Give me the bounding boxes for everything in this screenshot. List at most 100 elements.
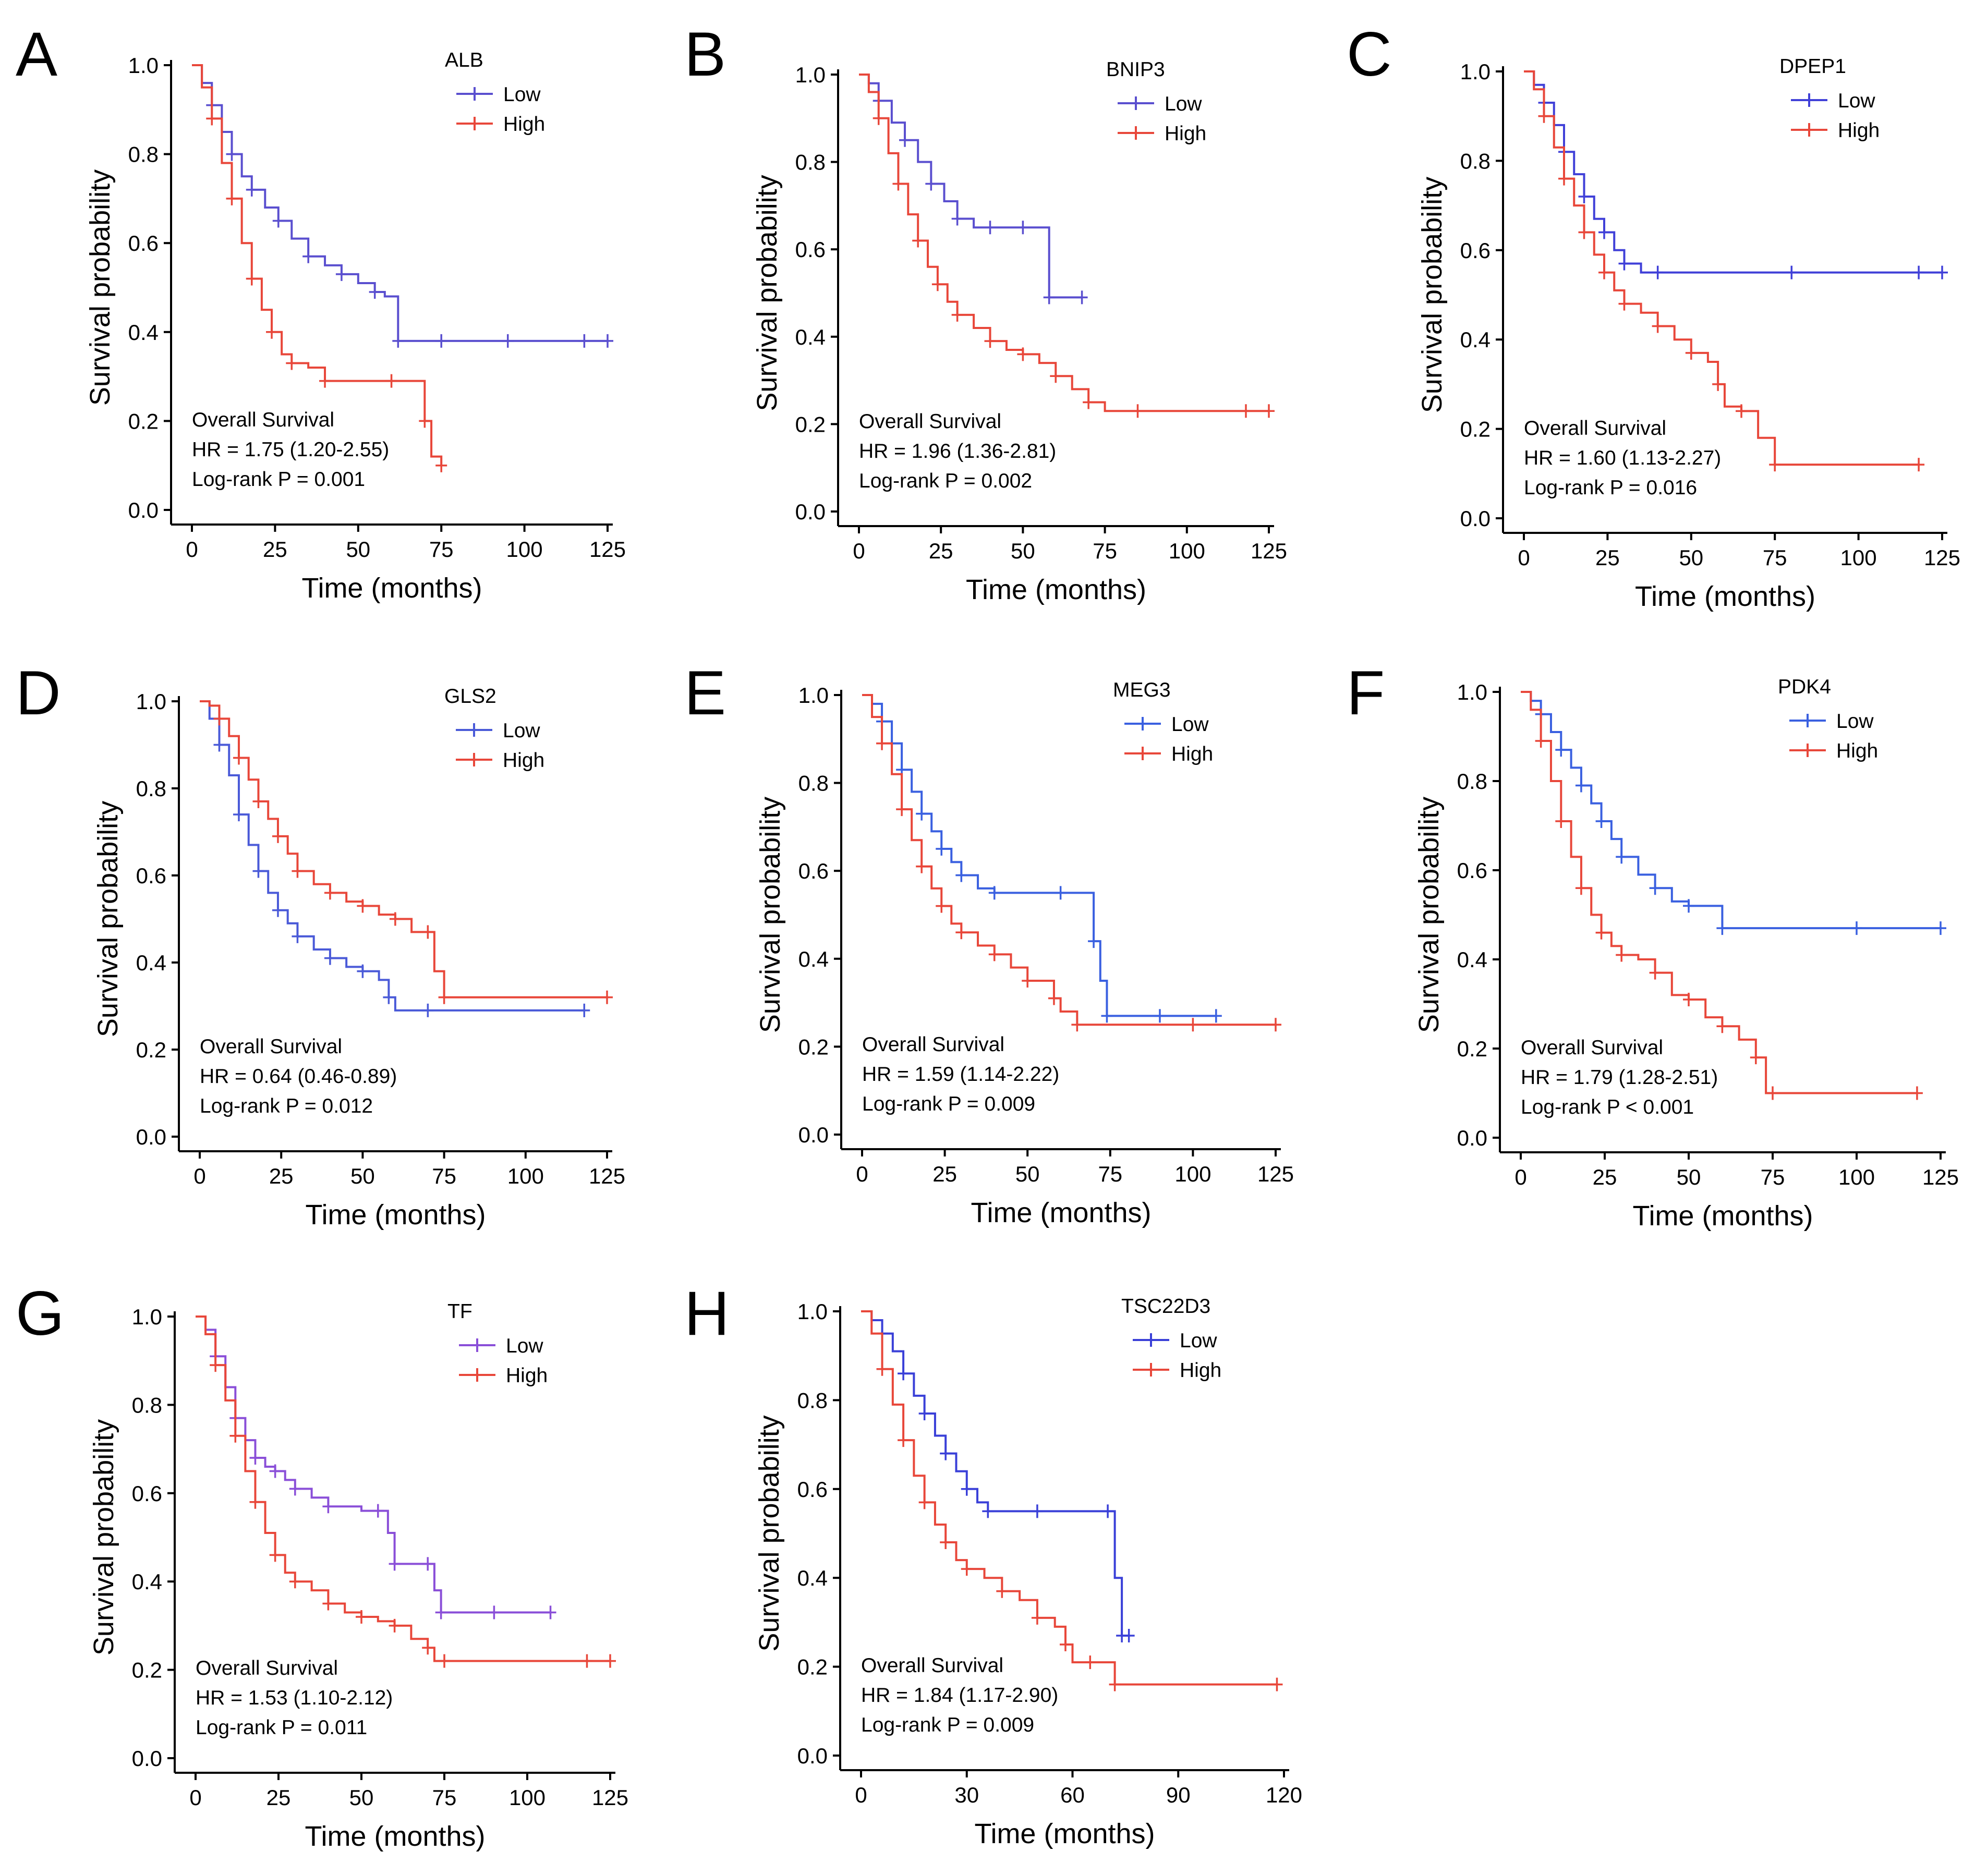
censor-mark [422,1557,434,1571]
censor-mark [322,1500,334,1514]
x-tick-label: 125 [1257,1162,1294,1186]
censor-mark [1022,973,1034,988]
x-tick-label: 50 [1011,539,1035,563]
censor-mark [898,1433,910,1447]
censor-mark [319,374,331,388]
censor-mark [385,374,397,388]
censor-mark [578,334,590,348]
y-tick-label: 0.8 [132,1393,162,1417]
x-tick-label: 75 [432,1785,457,1810]
censor-mark [602,334,613,348]
censor-mark [898,1367,910,1381]
legend-title: TSC22D3 [1121,1295,1210,1318]
x-tick-label: 75 [1761,1165,1785,1189]
censor-mark [1270,1018,1281,1032]
km-panel-h: H 0.0 0.2 0.4 0.6 0.8 1.0 0 30 60 90 120 Survival pr… [684,1278,1302,1849]
stat-title: Overall Survival [1521,1037,1663,1059]
censor-mark [1050,369,1062,383]
panel-letter: A [16,19,57,89]
censor-mark [1913,265,1925,279]
hazard-ratio: HR = 1.59 (1.14-2.22) [862,1063,1059,1086]
x-axis-label: Time (months) [966,574,1146,605]
x-tick-label: 0 [193,1164,205,1188]
censor-mark [940,1536,952,1550]
censor-mark [1716,1019,1728,1033]
y-tick-label: 0.4 [132,1569,162,1594]
censor-mark [266,325,278,339]
km-panel-d: D 0.0 0.2 0.4 0.6 0.8 1.0 0 25 50 75 100 125 Survival… [16,658,625,1231]
censor-mark [873,111,884,125]
censor-mark [1595,925,1607,940]
censor-mark [918,1406,930,1420]
y-axis-label: Survival probability [88,1419,119,1655]
y-tick-label: 0.2 [797,1655,828,1679]
y-tick-label: 0.0 [1460,506,1491,531]
censor-mark [936,899,948,913]
log-rank-p: Log-rank P = 0.009 [861,1714,1034,1736]
censor-mark [1154,1009,1166,1023]
censor-mark [1913,458,1925,472]
censor-mark [292,929,304,943]
legend-title: PDK4 [1778,676,1831,698]
x-tick-label: 125 [1924,545,1960,570]
censor-mark [419,414,431,428]
censor-mark [392,334,404,348]
stat-title: Overall Survival [859,410,1001,433]
censor-mark [246,182,258,197]
censor-mark [252,864,264,878]
hazard-ratio: HR = 1.84 (1.17-2.90) [861,1684,1058,1707]
censor-mark [1618,297,1630,311]
stat-title: Overall Survival [1524,417,1666,440]
km-panel-e: E 0.0 0.2 0.4 0.6 0.8 1.0 0 25 50 75 100 125 Survival… [684,658,1294,1228]
censor-mark [249,1451,261,1465]
survival-curve-high [1521,691,1917,1094]
censor-mark [1555,814,1567,828]
censor-mark [1055,886,1067,900]
x-tick-label: 0 [856,1162,868,1186]
censor-mark [1575,881,1587,895]
censor-mark [292,864,304,878]
survival-curve-low [1521,691,1941,930]
censor-mark [936,842,948,856]
km-panel-a: A 0.0 0.2 0.4 0.6 0.8 1.0 0 25 50 75 100 125 Survival… [16,19,626,604]
censor-mark [252,795,264,809]
legend-title: ALB [445,49,483,71]
y-axis-label: Survival probability [1413,797,1445,1033]
y-axis-label: Survival probability [755,797,786,1033]
y-tick-label: 0.0 [798,1123,829,1147]
legend-label-high: High [1171,743,1213,765]
censor-mark [249,1495,261,1509]
hazard-ratio: HR = 1.53 (1.10-2.12) [196,1687,393,1709]
censor-mark [1048,991,1060,1005]
hazard-ratio: HR = 0.64 (0.46-0.89) [200,1065,397,1088]
censor-mark [1578,225,1590,239]
censor-mark [246,272,258,286]
x-axis-label: Time (months) [305,1821,485,1852]
y-tick-label: 0.4 [128,320,159,345]
censor-mark [369,285,381,299]
censor-mark [233,751,245,765]
log-rank-p: Log-rank P = 0.002 [859,470,1032,492]
censor-mark [1685,346,1697,360]
x-tick-label: 0 [189,1785,201,1810]
x-tick-label: 30 [954,1783,979,1807]
km-panel-f: F 0.0 0.2 0.4 0.6 0.8 1.0 0 25 50 75 100 125 Survival… [1347,658,1959,1232]
censor-mark [1059,1638,1071,1651]
censor-mark [233,808,245,822]
km-panel-b: B 0.0 0.2 0.4 0.6 0.8 1.0 0 25 50 75 100 125 Survival… [684,19,1287,605]
y-tick-label: 0.8 [136,776,166,801]
censor-mark [269,1548,281,1562]
censor-mark [1652,319,1664,333]
y-tick-label: 0.8 [1457,769,1487,794]
censor-mark [984,221,996,235]
censor-mark [1101,1009,1113,1023]
censor-mark [1084,1655,1096,1670]
censor-mark [1595,814,1607,828]
censor-mark [1031,1504,1043,1518]
censor-mark [1076,290,1088,304]
x-tick-label: 75 [1763,545,1787,570]
x-tick-label: 75 [1098,1162,1122,1186]
legend-label-low: Low [506,1335,543,1357]
x-tick-label: 25 [1593,1165,1617,1189]
